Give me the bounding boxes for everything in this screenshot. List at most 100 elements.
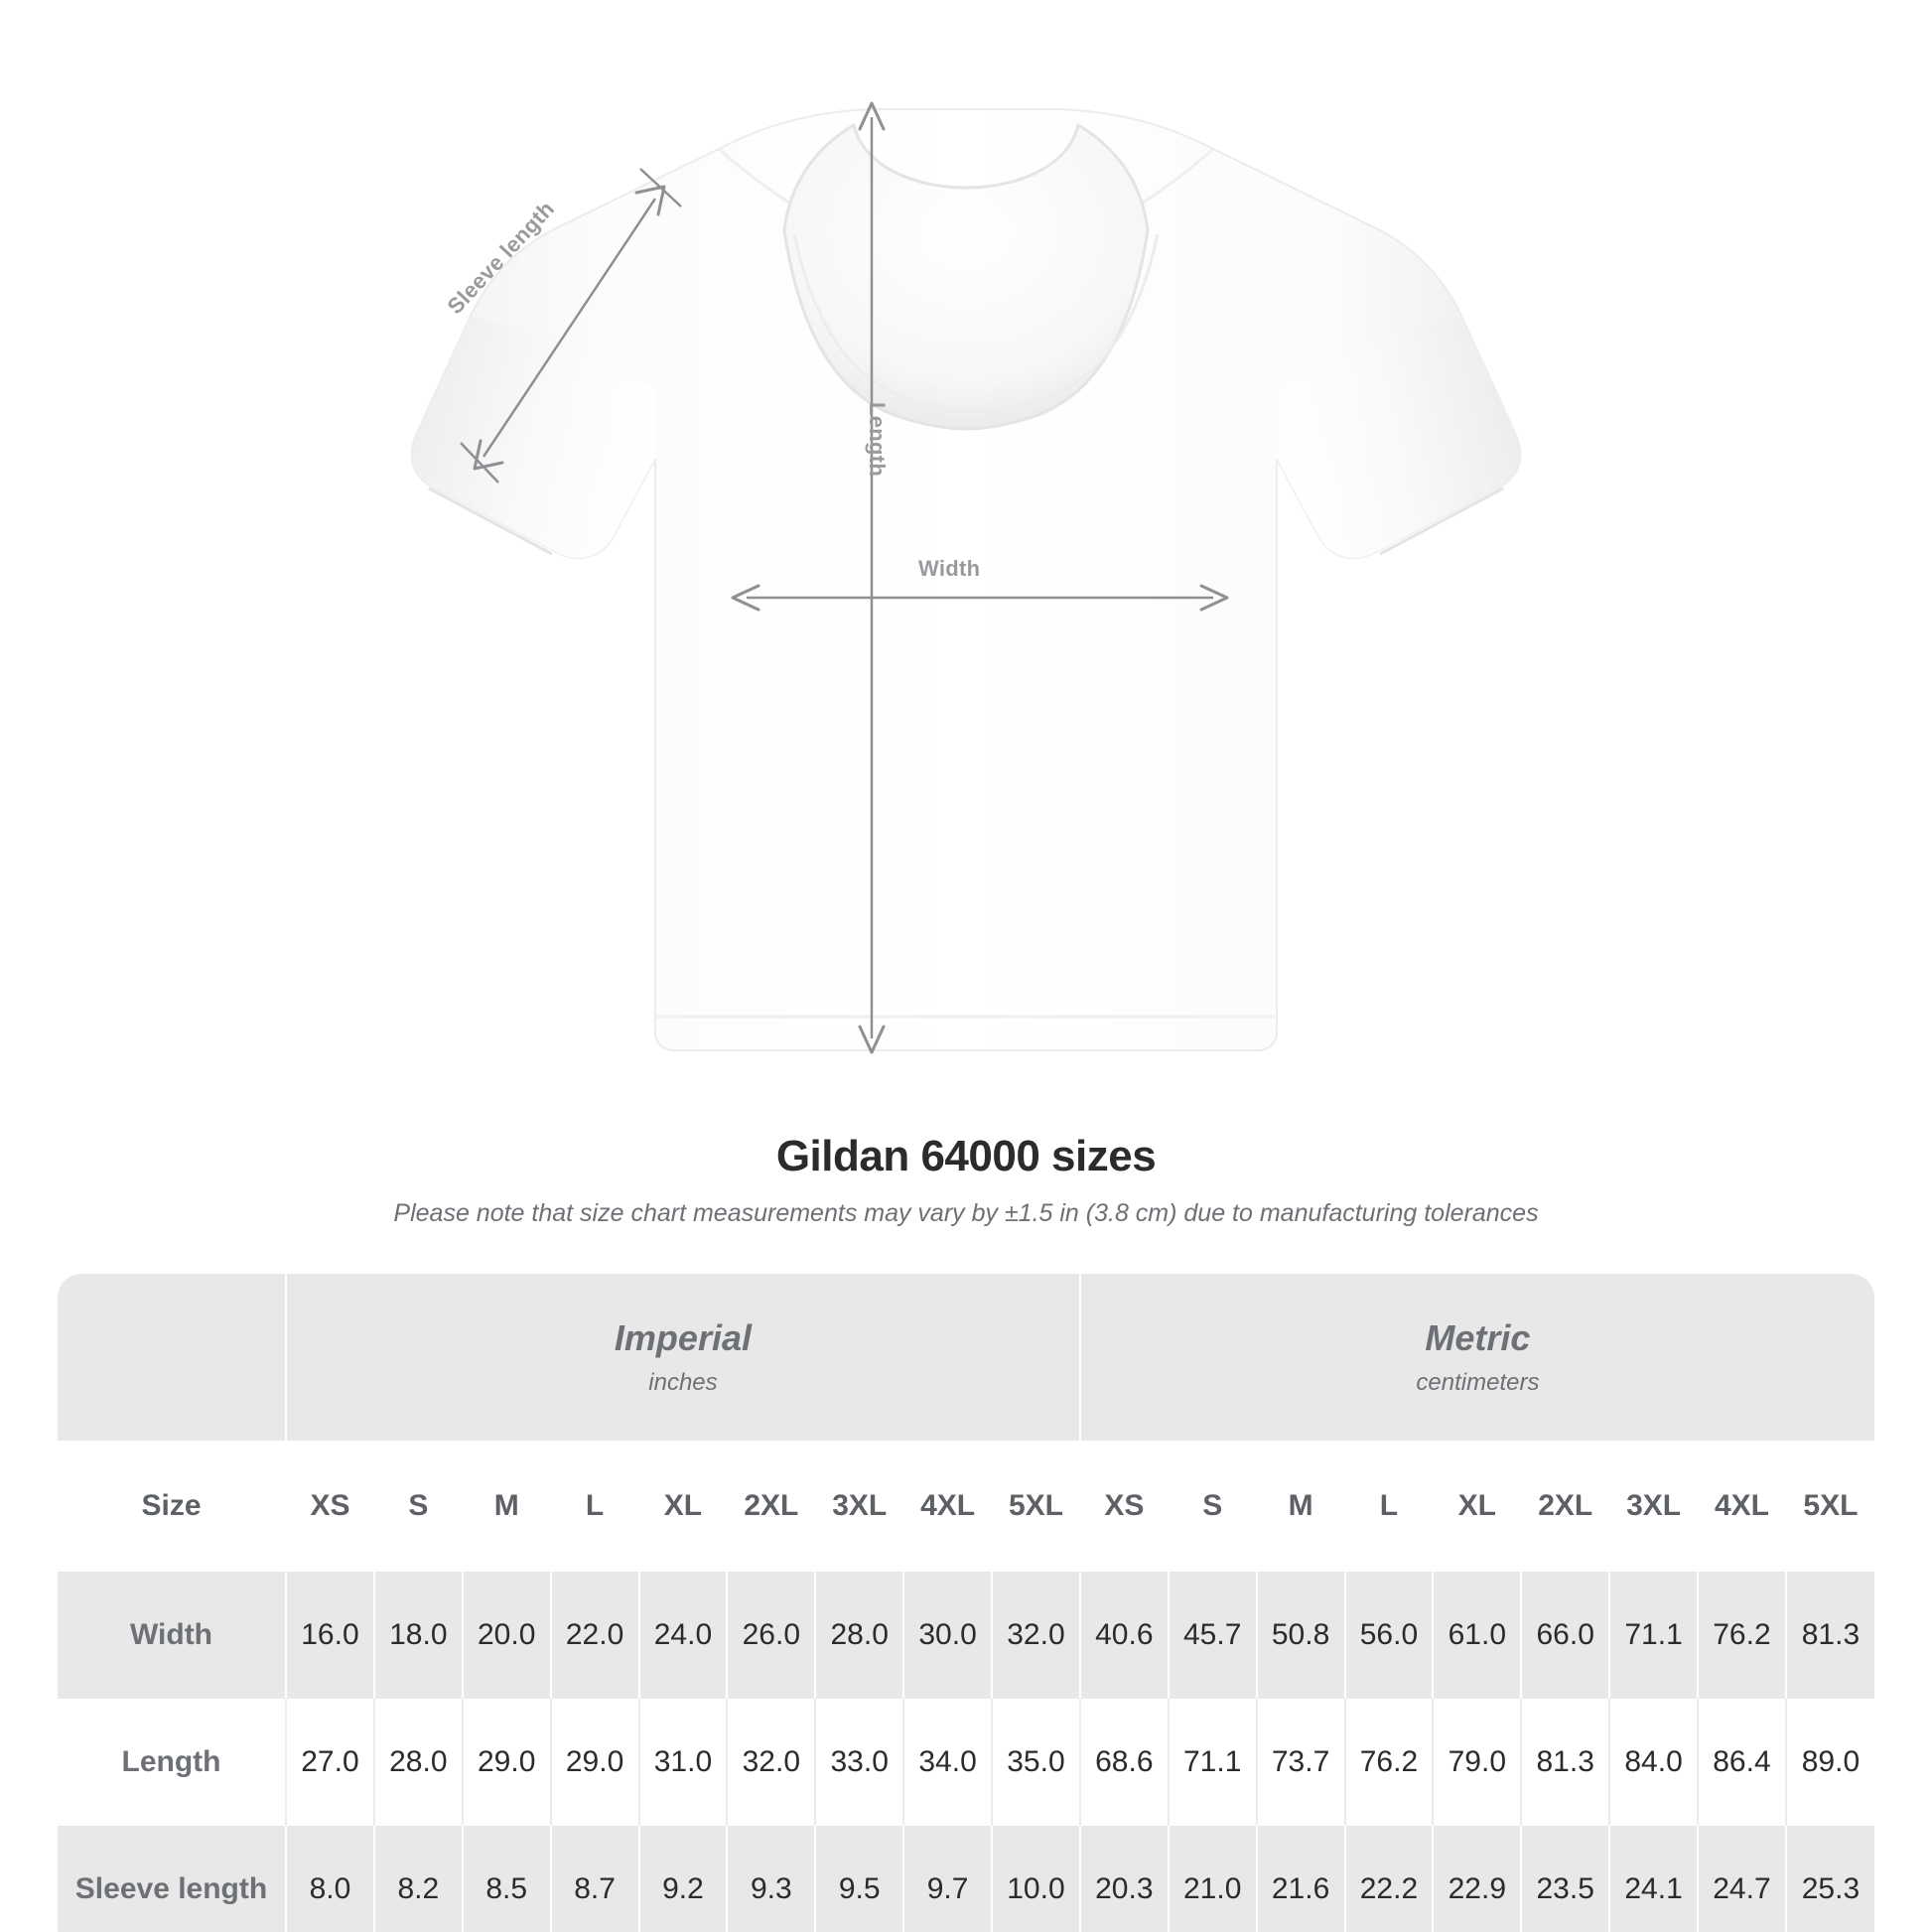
cell-length-metric-l: 76.2 <box>1343 1699 1434 1826</box>
size-header-metric-3xl: 3XL <box>1608 1441 1699 1572</box>
cell-sleeve-length-metric-xl: 22.9 <box>1432 1826 1522 1932</box>
shirt-body <box>410 108 1522 1051</box>
cell-length-imperial-s: 28.0 <box>372 1699 463 1826</box>
unit-row-corner <box>58 1274 287 1441</box>
cell-length-imperial-2xl: 32.0 <box>726 1699 816 1826</box>
cell-length-metric-xl: 79.0 <box>1432 1699 1522 1826</box>
cell-sleeve-length-imperial-l: 8.7 <box>549 1826 639 1932</box>
cell-width-imperial-xs: 16.0 <box>285 1572 374 1699</box>
size-header-metric-xs: XS <box>1078 1441 1169 1572</box>
cell-width-imperial-4xl: 30.0 <box>902 1572 993 1699</box>
sleeve-tick-top <box>639 168 682 207</box>
length-arrowhead-bottom <box>858 1025 886 1054</box>
cell-sleeve-length-imperial-5xl: 10.0 <box>991 1826 1080 1932</box>
sleeve-arrow-line <box>482 198 657 458</box>
unit-group-metric-name: Metric <box>1425 1317 1531 1359</box>
cell-width-metric-3xl: 71.1 <box>1608 1572 1699 1699</box>
cell-width-metric-xs: 40.6 <box>1078 1572 1169 1699</box>
cell-width-imperial-3xl: 28.0 <box>814 1572 904 1699</box>
shirt-sleeve-right <box>1277 316 1521 559</box>
sleeve-arrowhead-bottom <box>473 439 504 471</box>
length-arrowhead-top <box>858 101 886 131</box>
cell-sleeve-length-imperial-4xl: 9.7 <box>902 1826 993 1932</box>
size-header-metric-2xl: 2XL <box>1520 1441 1610 1572</box>
cell-width-metric-m: 50.8 <box>1255 1572 1345 1699</box>
cell-length-imperial-5xl: 35.0 <box>991 1699 1080 1826</box>
size-header-metric-l: L <box>1343 1441 1434 1572</box>
size-chart-table-wrapper: Imperial inches Metric centimeters Size … <box>58 1274 1874 1932</box>
cell-length-metric-s: 71.1 <box>1167 1699 1257 1826</box>
cell-sleeve-length-imperial-xl: 9.2 <box>637 1826 728 1932</box>
cell-sleeve-length-metric-5xl: 25.3 <box>1784 1826 1874 1932</box>
size-header-metric-4xl: 4XL <box>1697 1441 1786 1572</box>
length-label: Length <box>865 402 890 478</box>
cell-length-imperial-xs: 27.0 <box>285 1699 374 1826</box>
cell-length-metric-m: 73.7 <box>1255 1699 1345 1826</box>
page-subtitle: Please note that size chart measurements… <box>393 1199 1539 1227</box>
cell-width-imperial-xl: 24.0 <box>637 1572 728 1699</box>
cell-length-imperial-m: 29.0 <box>461 1699 551 1826</box>
unit-group-metric: Metric centimeters <box>1078 1274 1874 1441</box>
size-header-imperial-s: S <box>372 1441 463 1572</box>
size-header-metric-m: M <box>1255 1441 1345 1572</box>
cell-width-metric-xl: 61.0 <box>1432 1572 1522 1699</box>
size-header-imperial-l: L <box>549 1441 639 1572</box>
table-row: Length 27.0 28.0 29.0 29.0 31.0 32.0 33.0 34.0 35… <box>58 1699 1874 1826</box>
cell-sleeve-length-metric-2xl: 23.5 <box>1520 1826 1610 1932</box>
cell-length-metric-3xl: 84.0 <box>1608 1699 1699 1826</box>
size-header-label: Size <box>58 1441 287 1572</box>
cell-sleeve-length-imperial-3xl: 9.5 <box>814 1826 904 1932</box>
cell-sleeve-length-imperial-xs: 8.0 <box>285 1826 374 1932</box>
size-header-imperial-4xl: 4XL <box>902 1441 993 1572</box>
cell-length-metric-5xl: 89.0 <box>1784 1699 1874 1826</box>
cell-width-imperial-5xl: 32.0 <box>991 1572 1080 1699</box>
cell-sleeve-length-imperial-m: 8.5 <box>461 1826 551 1932</box>
shirt-collar <box>782 122 1150 431</box>
cell-length-metric-4xl: 86.4 <box>1697 1699 1786 1826</box>
tshirt-diagram: Sleeve length Length Width <box>410 101 1522 1054</box>
cell-width-metric-4xl: 76.2 <box>1697 1572 1786 1699</box>
unit-group-row: Imperial inches Metric centimeters <box>58 1274 1874 1441</box>
shirt-sleeve-left <box>411 316 655 559</box>
size-chart-table: Imperial inches Metric centimeters Size … <box>58 1274 1874 1932</box>
width-label: Width <box>918 556 981 581</box>
cell-length-imperial-4xl: 34.0 <box>902 1699 993 1826</box>
cell-width-imperial-l: 22.0 <box>549 1572 639 1699</box>
unit-group-imperial: Imperial inches <box>285 1274 1080 1441</box>
size-header-imperial-m: M <box>461 1441 551 1572</box>
cell-width-metric-5xl: 81.3 <box>1784 1572 1874 1699</box>
size-header-metric-5xl: 5XL <box>1784 1441 1874 1572</box>
width-arrowhead-left <box>731 584 760 612</box>
unit-group-imperial-name: Imperial <box>614 1317 752 1359</box>
cell-width-metric-2xl: 66.0 <box>1520 1572 1610 1699</box>
size-header-imperial-5xl: 5XL <box>991 1441 1080 1572</box>
sleeve-hem-right <box>1379 486 1504 556</box>
width-arrowhead-right <box>1199 584 1229 612</box>
cell-sleeve-length-metric-3xl: 24.1 <box>1608 1826 1699 1932</box>
cell-length-imperial-xl: 31.0 <box>637 1699 728 1826</box>
table-row: Width 16.0 18.0 20.0 22.0 24.0 26.0 28.0 30.0 32.… <box>58 1572 1874 1699</box>
page-title: Gildan 64000 sizes <box>775 1132 1157 1180</box>
cell-sleeve-length-metric-m: 21.6 <box>1255 1826 1345 1932</box>
sleeve-hem-left <box>428 486 553 556</box>
cell-sleeve-length-imperial-2xl: 9.3 <box>726 1826 816 1932</box>
tshirt-illustration <box>410 101 1522 1054</box>
size-header-imperial-3xl: 3XL <box>814 1441 904 1572</box>
cell-sleeve-length-metric-s: 21.0 <box>1167 1826 1257 1932</box>
cell-length-metric-2xl: 81.3 <box>1520 1699 1610 1826</box>
cell-sleeve-length-metric-4xl: 24.7 <box>1697 1826 1786 1932</box>
size-header-imperial-xs: XS <box>285 1441 374 1572</box>
cell-width-imperial-2xl: 26.0 <box>726 1572 816 1699</box>
sleeve-tick-bottom <box>460 442 499 483</box>
size-header-row: Size XS S M L XL 2XL 3XL 4XL 5XL XS S M L XL 2XL 3XL 4XL… <box>58 1441 1874 1572</box>
size-header-imperial-2xl: 2XL <box>726 1441 816 1572</box>
cell-sleeve-length-imperial-s: 8.2 <box>372 1826 463 1932</box>
cell-width-imperial-s: 18.0 <box>372 1572 463 1699</box>
cell-length-metric-xs: 68.6 <box>1078 1699 1169 1826</box>
unit-group-metric-sub: centimeters <box>1416 1368 1540 1396</box>
row-label-sleeve-length: Sleeve length <box>58 1826 287 1932</box>
unit-group-imperial-sub: inches <box>648 1368 718 1396</box>
row-label-length: Length <box>58 1699 287 1826</box>
table-row: Sleeve length 8.0 8.2 8.5 8.7 9.2 9.3 9.5 9.7 10.… <box>58 1826 1874 1932</box>
